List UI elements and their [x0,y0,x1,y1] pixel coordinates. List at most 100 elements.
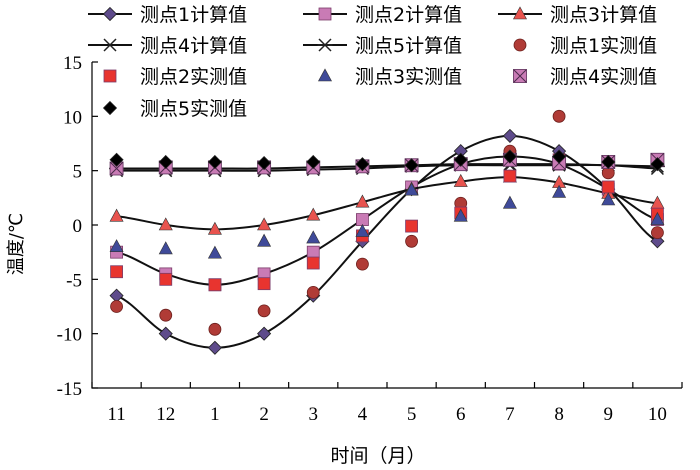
legend-marker [102,100,118,116]
data-point [110,265,123,279]
data-point [207,154,222,170]
data-point [159,272,173,286]
series-1 [109,128,665,355]
legend-item: 测点1计算值 [88,4,247,26]
legend-label: 测点3计算值 [550,4,657,26]
y-tick-label: 10 [63,107,82,128]
series-line [116,155,658,286]
y-tick-label: -15 [57,379,82,400]
data-point [650,211,665,225]
data-point [109,161,124,176]
data-point [502,195,517,209]
x-tick-label: 9 [604,404,614,425]
data-point [257,233,272,247]
legend-marker [102,6,118,22]
data-point [552,109,566,123]
x-axis-label: 时间（月） [330,445,425,467]
x-tick-label: 4 [358,404,368,425]
legend-label: 测点2实测值 [140,66,247,88]
legend-marker [513,69,527,83]
legend-label: 测点5实测值 [140,98,247,120]
data-point [208,322,222,336]
data-point [208,278,222,292]
x-tick-label: 8 [554,404,564,425]
x-tick-label: 7 [505,404,515,425]
legend-marker [513,38,527,52]
data-point [503,169,517,183]
data-point [306,285,320,299]
data-point [109,152,124,167]
data-point [207,340,222,355]
data-point [355,157,370,172]
legend-item: 测点2计算值 [303,4,462,26]
data-point [257,304,271,318]
data-point [355,223,370,237]
data-point [502,149,517,164]
data-point [306,154,321,170]
data-point [306,245,320,259]
legend-label: 测点5计算值 [355,35,462,57]
data-point [110,300,123,313]
plot-area [109,109,665,355]
data-point [257,217,272,231]
data-point [158,241,173,255]
data-point [601,192,616,206]
data-point [552,149,567,164]
data-point [404,182,419,196]
legend-label: 测点3实测值 [355,66,462,88]
legend-marker [103,38,117,52]
legend-item: 测点3计算值 [498,4,657,26]
x-tick-label: 2 [259,404,269,425]
legend-label: 测点1实测值 [550,35,657,57]
legend-item: 测点1实测值 [513,35,657,57]
data-point [158,217,173,231]
legend-marker [317,38,333,52]
legend-label: 测点2计算值 [355,4,462,26]
data-point [207,221,222,235]
legend-label: 测点4计算值 [140,35,247,57]
legend-marker [512,6,528,20]
data-point [651,226,664,240]
x-tick-label: 12 [156,404,175,425]
data-point [453,173,468,187]
x-tick-label: 3 [309,404,319,425]
data-point [404,158,419,173]
x-tick-label: 10 [648,404,667,425]
data-point [257,277,271,291]
data-point [109,239,124,253]
series-10 [109,149,665,173]
legend-item: 测点3实测值 [317,66,462,88]
data-point [405,234,418,248]
x-tick-label: 6 [456,404,466,425]
legend-item: 测点4计算值 [88,35,247,57]
legend-marker [103,69,117,83]
legend-marker [317,68,333,82]
legend-item: 测点5计算值 [303,35,462,57]
data-point [502,128,517,143]
data-point [601,154,616,170]
data-point [356,257,369,271]
data-point [552,184,567,198]
legend-item: 测点4实测值 [513,66,657,88]
data-point [257,155,272,171]
legend-marker [318,7,332,21]
y-axis-label: 温度/℃ [6,213,27,275]
data-point [158,326,173,341]
data-point [159,308,173,322]
y-tick-label: -5 [66,270,82,291]
data-point [306,256,320,270]
data-point [306,230,321,244]
data-point [257,326,272,341]
y-tick-label: -10 [57,325,82,346]
x-tick-label: 5 [407,404,417,425]
y-tick-label: 15 [63,53,82,74]
data-point [109,208,124,222]
legend-label: 测点4实测值 [550,66,657,88]
y-tick-label: 0 [73,216,83,237]
x-tick-label: 11 [107,404,125,425]
legend-item: 测点5实测值 [102,98,247,120]
data-point [207,245,222,259]
legend-item: 测点2实测值 [103,66,247,88]
data-point [158,154,173,170]
